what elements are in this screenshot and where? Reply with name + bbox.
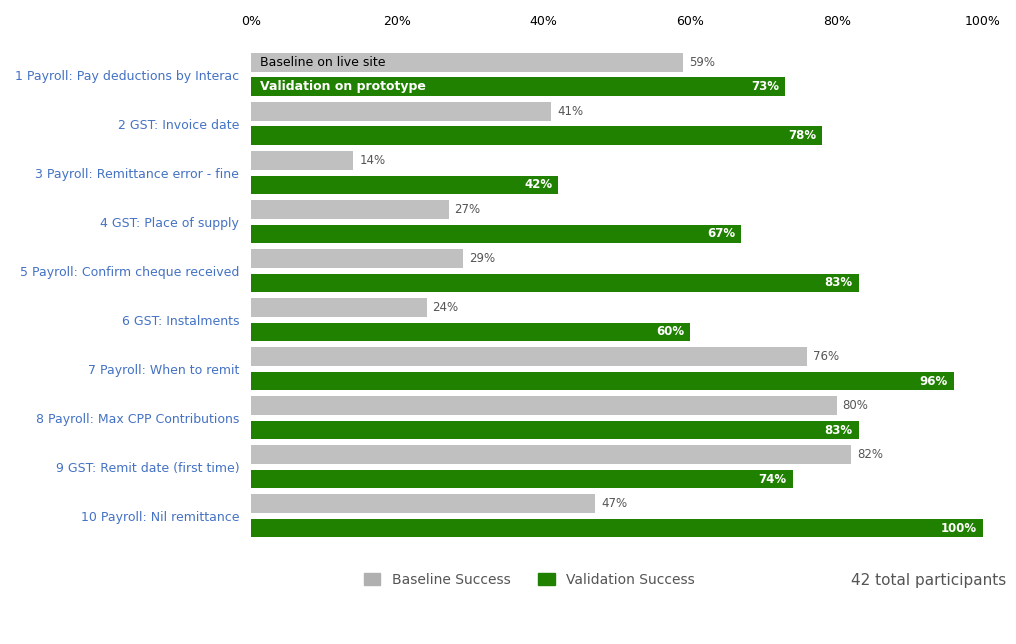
Text: 73%: 73% [752,80,779,93]
Bar [251,77,785,96]
Text: 14%: 14% [360,154,385,167]
Bar [251,519,983,538]
Text: 74%: 74% [759,473,786,486]
Bar [251,176,559,194]
Text: 80%: 80% [842,399,869,412]
Bar [251,445,851,464]
Text: 42%: 42% [524,178,553,191]
Bar [251,323,690,341]
Text: 27%: 27% [454,203,481,216]
Text: Validation on prototype: Validation on prototype [260,80,426,93]
Bar [251,151,354,169]
Text: 76%: 76% [813,350,839,363]
Bar [251,200,449,219]
Bar [251,396,836,415]
Text: 42 total participants: 42 total participants [851,574,1007,589]
Text: 24%: 24% [433,301,458,314]
Text: 29%: 29% [469,252,495,265]
Text: 41%: 41% [557,105,583,118]
Bar [251,495,595,513]
Bar [251,126,822,145]
Text: 96%: 96% [919,375,948,388]
Bar [251,298,427,317]
Text: 78%: 78% [788,129,816,142]
Bar [251,102,551,120]
Text: 100%: 100% [941,522,977,535]
Text: 60%: 60% [656,325,685,339]
Bar [251,225,742,243]
Text: 83%: 83% [825,276,852,289]
Bar [251,469,792,488]
Text: 82%: 82% [858,448,883,461]
Bar [251,53,683,71]
Text: 67%: 67% [707,227,736,240]
Bar [251,249,463,268]
Text: 47%: 47% [600,497,627,510]
Bar [251,421,859,439]
Bar [251,372,954,390]
Bar [251,347,808,366]
Text: 83%: 83% [825,424,852,437]
Legend: Baseline Success, Validation Success: Baseline Success, Validation Success [359,567,700,592]
Bar [251,274,859,292]
Text: Baseline on live site: Baseline on live site [260,56,385,69]
Text: 59%: 59% [689,56,714,69]
